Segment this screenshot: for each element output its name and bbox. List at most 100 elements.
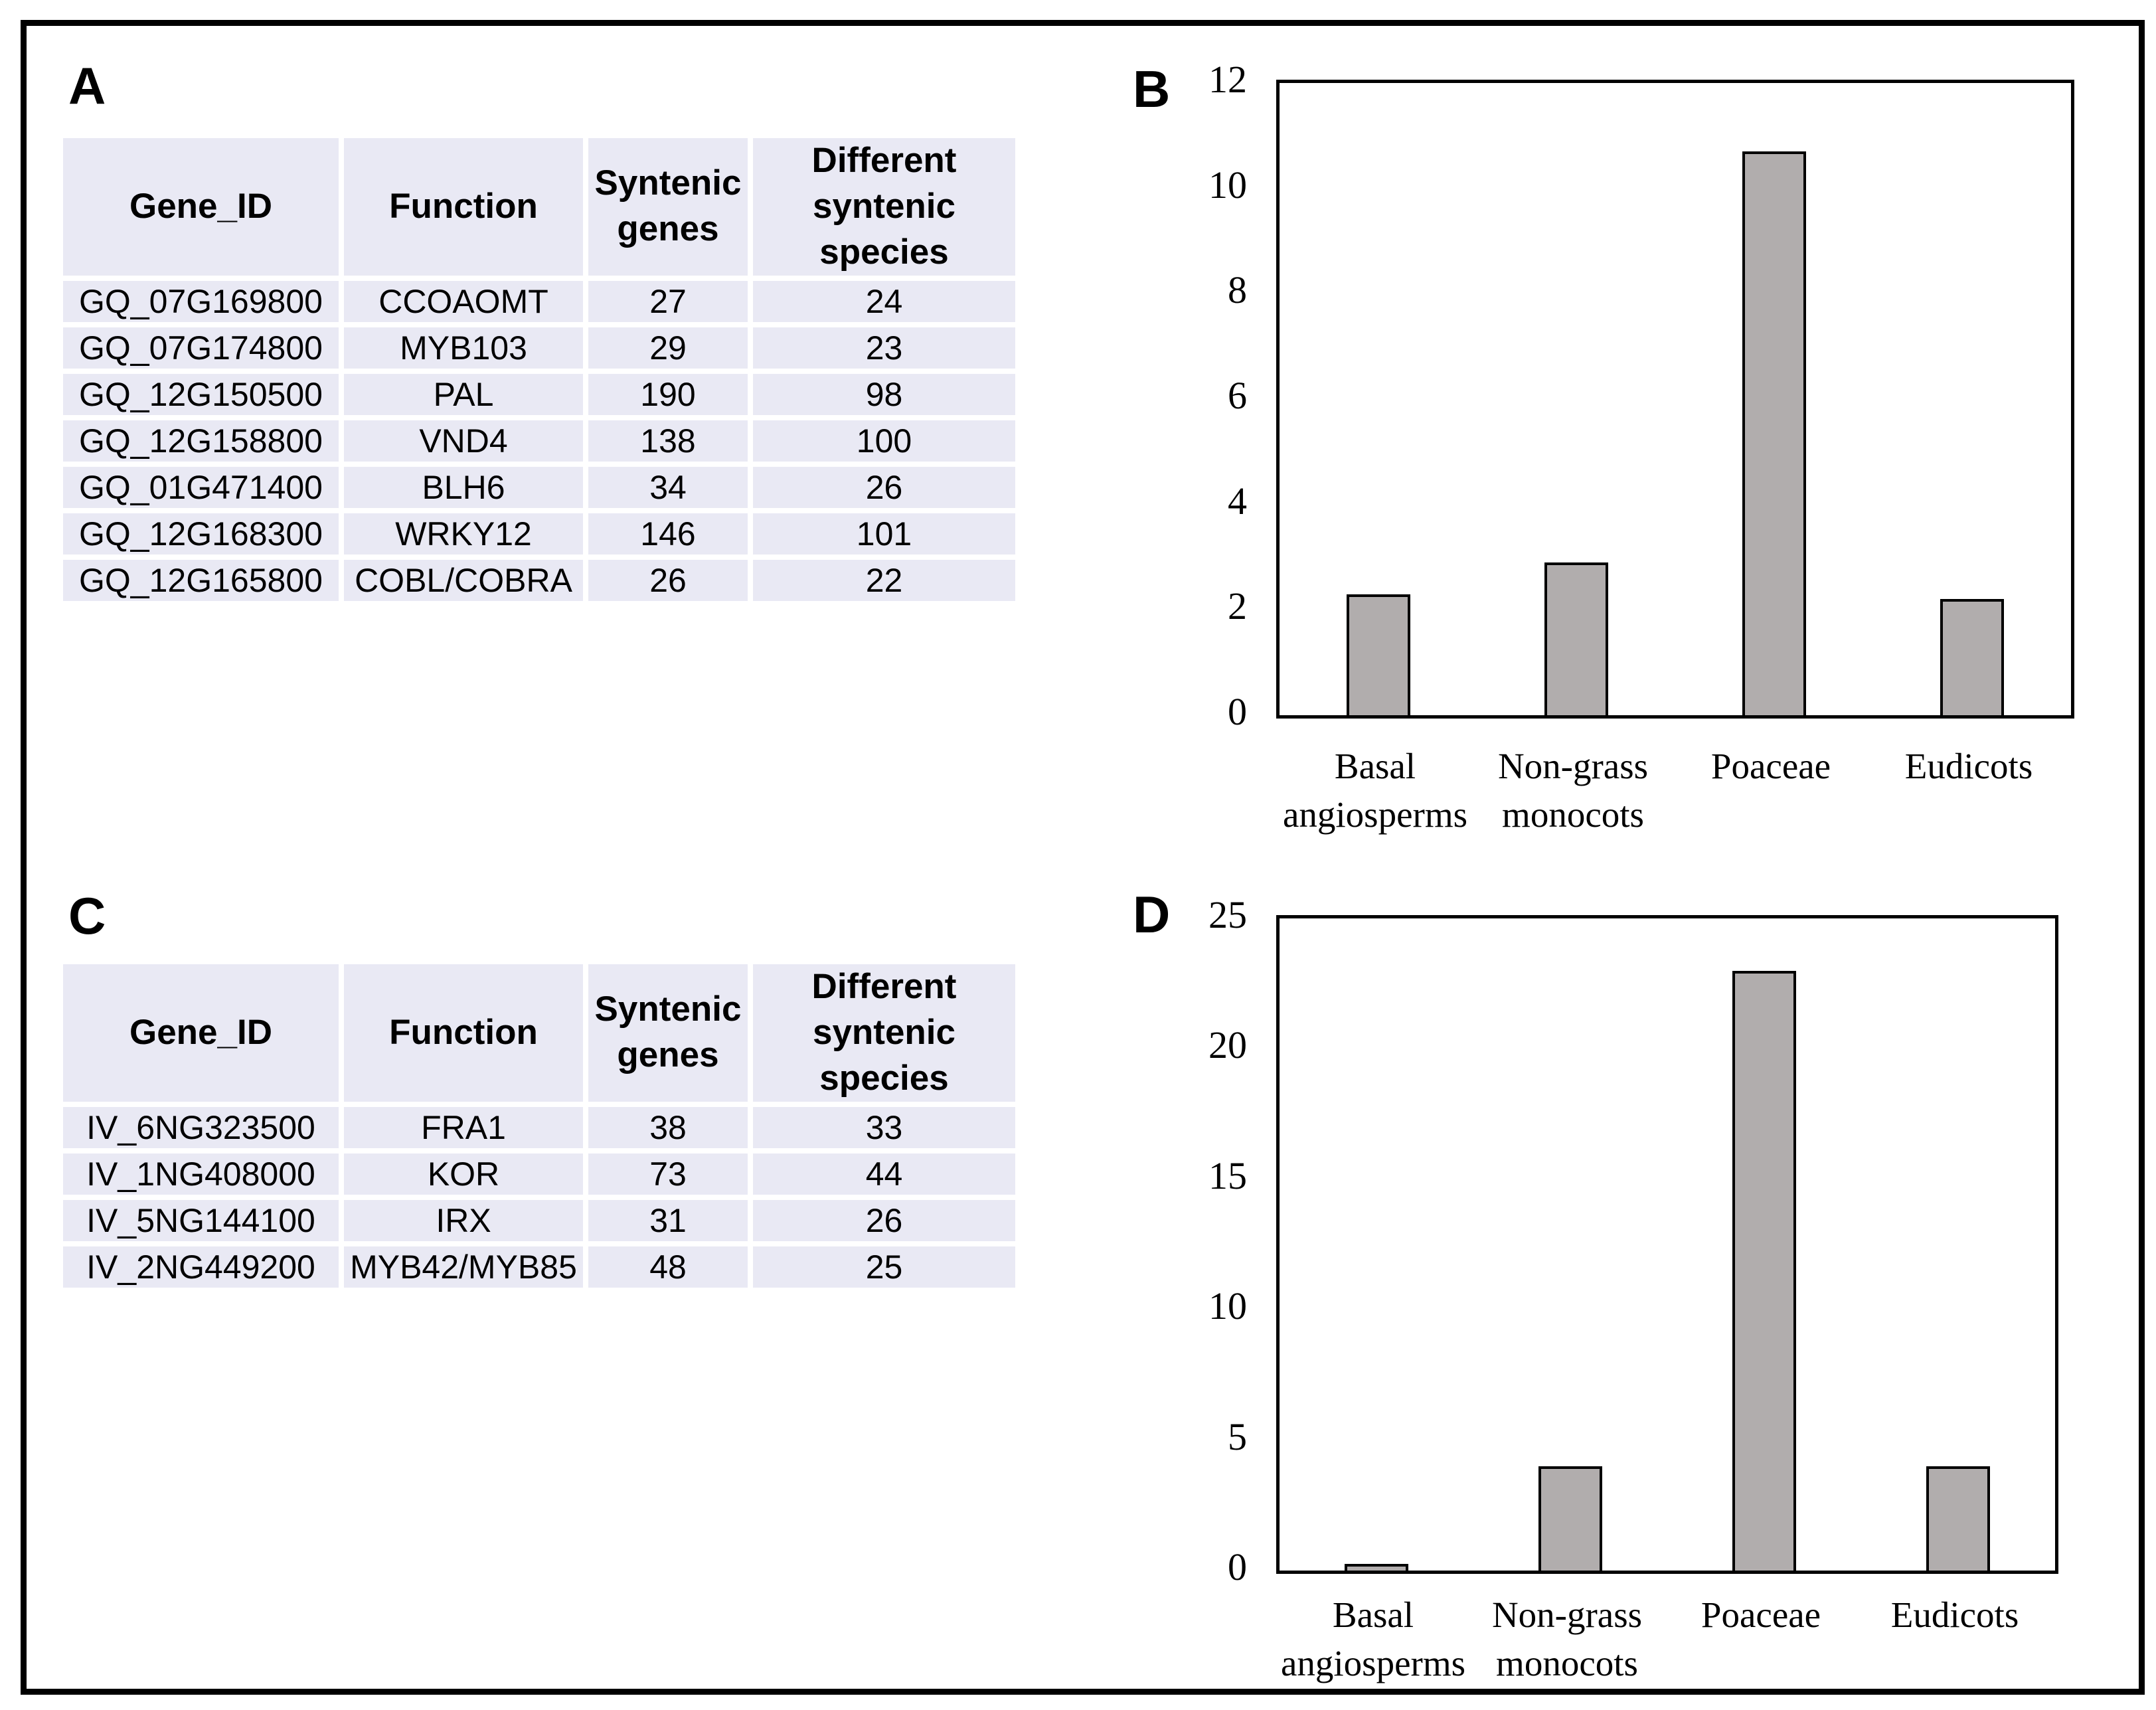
cell-syntenic: 34: [588, 466, 748, 508]
cell-gene-id: IV_1NG408000: [63, 1153, 339, 1195]
cell-syntenic: 138: [588, 420, 748, 462]
bar-non-grass-monocots: [1544, 562, 1608, 715]
cell-syntenic: 31: [588, 1199, 748, 1241]
bar-basal-angiosperms: [1347, 594, 1410, 715]
header-row: Gene_ID Function Syntenic genes Different s…: [63, 964, 1015, 1102]
cell-syntenic: 48: [588, 1246, 748, 1288]
cell-function: IRX: [344, 1199, 583, 1241]
bar-eudicots: [1926, 1466, 1990, 1571]
bar-basal-angiosperms: [1345, 1564, 1408, 1571]
bar-eudicots: [1940, 599, 2004, 715]
table-row: IV_5NG144100 IRX 31 26: [63, 1199, 1015, 1241]
cell-different: 101: [753, 513, 1015, 555]
y-axis-ticks-b: 0 2 4 6 8 10 12: [1129, 60, 1247, 731]
column-header-function: Function: [344, 138, 583, 276]
cell-gene-id: GQ_12G150500: [63, 373, 339, 415]
cell-different: 98: [753, 373, 1015, 415]
cell-function: VND4: [344, 420, 583, 462]
x-category-label-poaceae: Poaceae: [1710, 746, 1831, 786]
x-axis-labels-b: Basal angiosperms Non-grass monocots Poace…: [1276, 742, 2068, 855]
panel-label-a: A: [68, 56, 106, 115]
cell-gene-id: GQ_12G168300: [63, 513, 339, 555]
table-row: IV_2NG449200 MYB42/MYB85 48 25: [63, 1246, 1015, 1288]
x-category-label-basal-angiosperms: Basal angiosperms: [1280, 1594, 1466, 1683]
table-row: GQ_01G471400 BLH6 34 26: [63, 466, 1015, 508]
x-axis-labels-d: Basal angiosperms Non-grass monocots Poace…: [1276, 1591, 2052, 1704]
table-row: GQ_12G158800 VND4 138 100: [63, 420, 1015, 462]
cell-syntenic: 146: [588, 513, 748, 555]
cell-syntenic: 190: [588, 373, 748, 415]
column-header-syntenic-genes: Syntenic genes: [588, 964, 748, 1102]
table-row: GQ_12G168300 WRKY12 146 101: [63, 513, 1015, 555]
y-tick-label: 25: [1208, 893, 1247, 936]
y-tick-label: 4: [1228, 479, 1247, 523]
y-axis-ticks-d: 0 5 10 15 20 25: [1129, 896, 1247, 1586]
bar-chart-plot-d: [1276, 915, 2058, 1574]
table-row: GQ_07G169800 CCOAOMT 27 24: [63, 280, 1015, 322]
y-tick-label: 15: [1208, 1154, 1247, 1197]
bar-non-grass-monocots: [1538, 1466, 1602, 1571]
cell-syntenic: 26: [588, 559, 748, 601]
cell-function: COBL/COBRA: [344, 559, 583, 601]
gene-table-a-body: GQ_07G169800 CCOAOMT 27 24 GQ_07G174800 MYB10…: [63, 280, 1015, 601]
cell-function: BLH6: [344, 466, 583, 508]
panel-label-d: D: [1133, 885, 1171, 944]
cell-different: 100: [753, 420, 1015, 462]
cell-syntenic: 27: [588, 280, 748, 322]
x-category-label-eudicots: Eudicots: [1890, 1594, 2019, 1635]
y-tick-label: 5: [1228, 1414, 1247, 1458]
cell-gene-id: IV_5NG144100: [63, 1199, 339, 1241]
gene-table-a-header: Gene_ID Function Syntenic genes Different s…: [63, 138, 1015, 276]
x-category-label-non-grass-monocots: Non-grass monocots: [1497, 746, 1649, 835]
gene-table-panel-c: Gene_ID Function Syntenic genes Different s…: [58, 959, 1021, 1293]
column-header-gene-id: Gene_ID: [63, 964, 339, 1102]
cell-different: 25: [753, 1246, 1015, 1288]
panel-label-b: B: [1133, 60, 1171, 118]
x-category-label-eudicots: Eudicots: [1904, 746, 2033, 786]
table-row: GQ_12G150500 PAL 190 98: [63, 373, 1015, 415]
cell-gene-id: GQ_07G169800: [63, 280, 339, 322]
gene-table-panel-a: Gene_ID Function Syntenic genes Different s…: [58, 133, 1021, 606]
cell-different: 24: [753, 280, 1015, 322]
cell-syntenic: 73: [588, 1153, 748, 1195]
cell-syntenic: 38: [588, 1106, 748, 1148]
panel-label-c: C: [68, 887, 106, 945]
y-tick-label: 0: [1228, 1545, 1247, 1588]
cell-different: 44: [753, 1153, 1015, 1195]
table-row: IV_6NG323500 FRA1 38 33: [63, 1106, 1015, 1148]
cell-gene-id: IV_2NG449200: [63, 1246, 339, 1288]
cell-function: CCOAOMT: [344, 280, 583, 322]
cell-different: 33: [753, 1106, 1015, 1148]
y-tick-label: 2: [1228, 584, 1247, 628]
cell-function: MYB42/MYB85: [344, 1246, 583, 1288]
x-category-label-poaceae: Poaceae: [1700, 1594, 1821, 1635]
x-category-label-non-grass-monocots: Non-grass monocots: [1491, 1594, 1643, 1683]
y-tick-label: 6: [1228, 374, 1247, 417]
cell-gene-id: GQ_12G165800: [63, 559, 339, 601]
cell-gene-id: GQ_12G158800: [63, 420, 339, 462]
column-header-gene-id: Gene_ID: [63, 138, 339, 276]
bar-chart-plot-b: [1276, 80, 2074, 719]
column-header-different-syntenic-species: Different syntenic species: [753, 138, 1015, 276]
header-row: Gene_ID Function Syntenic genes Different s…: [63, 138, 1015, 276]
y-tick-label: 12: [1208, 58, 1247, 101]
gene-table-c-header: Gene_ID Function Syntenic genes Different s…: [63, 964, 1015, 1102]
column-header-function: Function: [344, 964, 583, 1102]
x-category-label-basal-angiosperms: Basal angiosperms: [1282, 746, 1468, 835]
y-tick-label: 0: [1228, 690, 1247, 733]
column-header-syntenic-genes: Syntenic genes: [588, 138, 748, 276]
table-row: GQ_07G174800 MYB103 29 23: [63, 327, 1015, 369]
bar-poaceae: [1742, 151, 1806, 715]
cell-function: PAL: [344, 373, 583, 415]
gene-table-c-body: IV_6NG323500 FRA1 38 33 IV_1NG408000 KOR 73 44 I…: [63, 1106, 1015, 1288]
y-tick-label: 10: [1208, 163, 1247, 207]
cell-function: KOR: [344, 1153, 583, 1195]
cell-different: 26: [753, 1199, 1015, 1241]
y-tick-label: 20: [1208, 1023, 1247, 1067]
cell-syntenic: 29: [588, 327, 748, 369]
bar-poaceae: [1732, 970, 1796, 1571]
cell-different: 26: [753, 466, 1015, 508]
cell-gene-id: GQ_01G471400: [63, 466, 339, 508]
cell-gene-id: IV_6NG323500: [63, 1106, 339, 1148]
